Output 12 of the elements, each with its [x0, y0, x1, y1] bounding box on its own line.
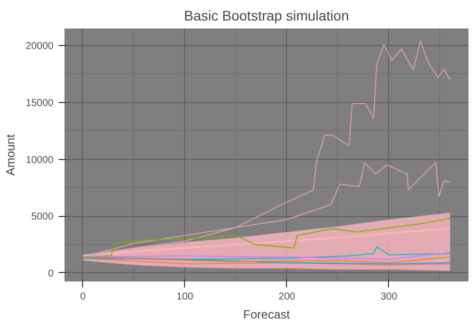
- y-axis-title: Amount: [4, 134, 18, 176]
- x-axis-title: Forecast: [243, 308, 291, 322]
- y-tick-label: 5000: [31, 212, 54, 223]
- y-tick-label: 0: [48, 268, 54, 280]
- y-tick-label: 10000: [26, 154, 54, 166]
- x-tick-label: 200: [278, 292, 296, 302]
- x-tick-label: 0: [80, 292, 86, 302]
- x-tick-label: 100: [176, 292, 194, 302]
- y-tick-label: 15000: [26, 98, 54, 109]
- chart-title: Basic Bootstrap simulation: [184, 8, 349, 24]
- x-tick-label: 300: [380, 292, 398, 302]
- y-tick-label: 20000: [26, 41, 54, 52]
